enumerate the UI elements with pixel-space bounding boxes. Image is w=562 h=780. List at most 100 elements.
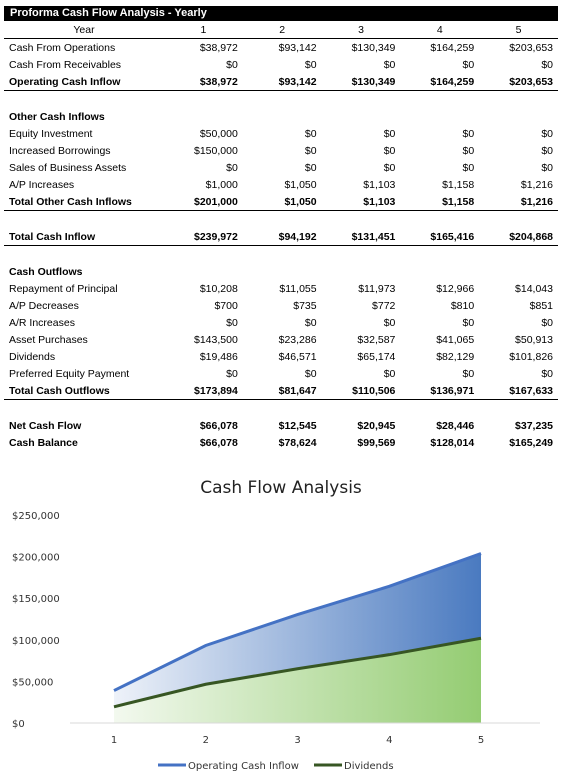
value-cell: $0 <box>226 58 238 71</box>
value-cell: $0 <box>383 127 396 140</box>
value-cell: $78,624 <box>278 436 317 449</box>
row-label: Asset Purchases <box>9 333 88 346</box>
value-cell: $131,451 <box>321 228 401 246</box>
chart-svg: $0 $50,000 $100,000 $150,000 $200,000 $250,00… <box>12 511 540 772</box>
row-label: Preferred Equity Payment <box>9 367 130 380</box>
value-cell: $66,078 <box>199 419 238 432</box>
section-header-label: Other Cash Inflows <box>9 110 105 123</box>
value-cell: $136,971 <box>400 382 480 400</box>
value-cell: $164,259 <box>430 41 475 54</box>
y-tick-label: $200,000 <box>12 553 60 564</box>
row-label: A/R Increases <box>9 316 75 329</box>
value-cell: $0 <box>541 161 553 174</box>
value-cell: $1,103 <box>321 193 401 211</box>
value-cell: $101,826 <box>509 350 553 363</box>
value-cell: $130,349 <box>351 41 396 54</box>
value-cell: $0 <box>462 144 475 157</box>
value-cell: $0 <box>226 316 238 329</box>
x-tick-label: 3 <box>294 735 300 746</box>
legend-label: Operating Cash Inflow <box>188 761 299 772</box>
value-cell: $203,653 <box>509 41 553 54</box>
spacer-row <box>4 246 558 264</box>
value-cell: $173,894 <box>164 382 243 400</box>
value-cell: $735 <box>293 299 317 312</box>
value-cell: $164,259 <box>400 73 480 91</box>
section-header-row: Cash Outflows <box>4 263 558 280</box>
value-cell: $128,014 <box>430 436 475 449</box>
value-cell: $11,055 <box>279 282 317 295</box>
value-cell: $700 <box>214 299 238 312</box>
chart-title: Cash Flow Analysis <box>200 478 362 498</box>
row-label: A/P Decreases <box>9 299 79 312</box>
value-cell: $0 <box>541 58 553 71</box>
total-row: Total Other Cash Inflows $201,000 $1,050 $1… <box>4 193 558 211</box>
value-cell: $0 <box>383 144 396 157</box>
value-cell: $165,249 <box>509 436 553 449</box>
value-cell: $0 <box>541 316 553 329</box>
section-header-row: Other Cash Inflows <box>4 108 558 125</box>
value-cell: $10,208 <box>199 282 238 295</box>
total-row: Total Cash Outflows $173,894 $81,647 $110,5… <box>4 382 558 400</box>
total-row: Net Cash Flow $66,078 $12,545 $20,945 $28,44… <box>4 417 558 434</box>
x-tick-label: 1 <box>111 735 117 746</box>
total-row: Cash Balance $66,078 $78,624 $99,569 $128,01… <box>4 434 558 451</box>
value-cell: $37,235 <box>515 419 553 432</box>
table-row: Increased Borrowings $150,000 $0 $0 $0 $0 <box>4 142 558 159</box>
spacer-cell <box>4 246 558 264</box>
value-cell: $0 <box>462 58 475 71</box>
value-cell: $38,972 <box>164 73 243 91</box>
value-cell: $0 <box>304 161 317 174</box>
cash-flow-table: Year 1 2 3 4 5 Cash From Operations $38,972 $93,… <box>4 21 558 451</box>
value-cell: $1,158 <box>400 193 480 211</box>
year-header-row: Year 1 2 3 4 5 <box>4 21 558 39</box>
value-cell: $0 <box>462 127 475 140</box>
legend-label: Dividends <box>344 761 394 772</box>
spacer-cell <box>4 211 558 229</box>
value-cell: $0 <box>462 161 475 174</box>
row-label: Cash From Receivables <box>9 58 122 71</box>
value-cell: $0 <box>541 127 553 140</box>
total-row: Operating Cash Inflow $38,972 $93,142 $130,… <box>4 73 558 91</box>
row-label: Cash From Operations <box>9 41 116 54</box>
y-tick-label: $0 <box>12 719 25 730</box>
row-label: Dividends <box>9 350 56 363</box>
value-cell: $0 <box>304 127 317 140</box>
table-row: A/P Increases $1,000 $1,050 $1,103 $1,158 $1,… <box>4 176 558 193</box>
value-cell: $19,486 <box>199 350 238 363</box>
cash-flow-chart: Cash Flow Analysis $0 $50,000 $100,000 $150… <box>0 460 562 775</box>
row-label: A/P Increases <box>9 178 75 191</box>
value-cell: $14,043 <box>515 282 553 295</box>
value-cell: $110,506 <box>321 382 401 400</box>
value-cell: $0 <box>226 161 238 174</box>
row-label: Operating Cash Inflow <box>4 73 164 91</box>
row-label: Increased Borrowings <box>9 144 111 157</box>
value-cell: $130,349 <box>321 73 401 91</box>
sheet-title: Proforma Cash Flow Analysis - Yearly <box>4 6 558 21</box>
x-tick-label: 4 <box>386 735 392 746</box>
value-cell: $0 <box>304 316 317 329</box>
value-cell: $28,446 <box>436 419 475 432</box>
row-label: Repayment of Principal <box>9 282 118 295</box>
value-cell: $201,000 <box>164 193 243 211</box>
section-header-label: Cash Outflows <box>9 265 83 278</box>
spacer-cell <box>4 400 558 418</box>
value-cell: $50,000 <box>199 127 238 140</box>
value-cell: $1,050 <box>242 193 322 211</box>
value-cell: $0 <box>462 316 475 329</box>
y-tick-label: $250,000 <box>12 511 60 522</box>
value-cell: $203,653 <box>479 73 558 91</box>
value-cell: $46,571 <box>278 350 317 363</box>
year-header-cell: 2 <box>242 21 322 39</box>
table-row: Preferred Equity Payment $0 $0 $0 $0 $0 <box>4 365 558 382</box>
value-cell: $20,945 <box>357 419 396 432</box>
value-cell: $50,913 <box>515 333 553 346</box>
value-cell: $93,142 <box>278 41 317 54</box>
value-cell: $851 <box>529 299 553 312</box>
x-tick-label: 2 <box>203 735 209 746</box>
value-cell: $0 <box>226 367 238 380</box>
value-cell: $0 <box>304 58 317 71</box>
spacer-row <box>4 211 558 229</box>
value-cell: $772 <box>372 299 396 312</box>
value-cell: $1,216 <box>479 193 558 211</box>
table-row: Asset Purchases $143,500 $23,286 $32,587 $41… <box>4 331 558 348</box>
